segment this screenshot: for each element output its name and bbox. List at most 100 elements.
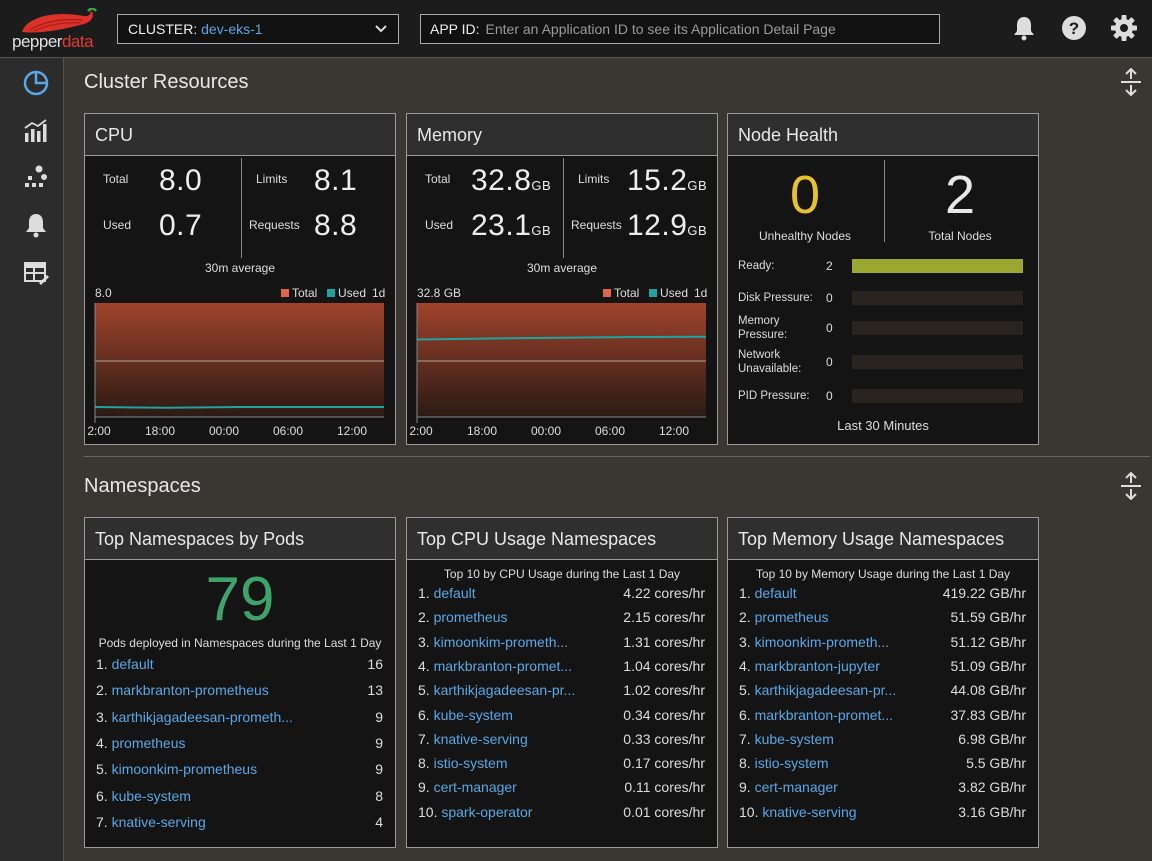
legend-range-label[interactable]: 1d <box>694 286 707 300</box>
list-item[interactable]: 2. prometheus 2.15 cores/hr <box>418 609 705 629</box>
namespace-link[interactable]: markbranton-promet... <box>433 657 573 674</box>
list-item-rank: 10. <box>739 803 759 820</box>
namespace-link[interactable]: default <box>433 585 476 601</box>
alerts-bell-icon[interactable] <box>22 211 50 239</box>
list-item[interactable]: 4. markbranton-jupyter 51.09 GB/hr <box>739 658 1026 678</box>
cpu-total-value: 8.0 <box>159 164 203 197</box>
collapse-section-icon[interactable] <box>1119 68 1143 96</box>
bell-icon[interactable] <box>1010 14 1038 42</box>
legend-total-label[interactable]: Total <box>292 286 317 300</box>
namespace-link[interactable]: knative-serving <box>111 813 206 830</box>
list-item[interactable]: 7. kube-system 6.98 GB/hr <box>739 731 1026 751</box>
list-item[interactable]: 8. istio-system 5.5 GB/hr <box>739 755 1026 775</box>
help-icon[interactable]: ? <box>1060 14 1088 42</box>
list-item[interactable]: 1. default 419.22 GB/hr <box>739 585 1026 605</box>
y-max-label: 8.0 <box>95 286 112 300</box>
app-id-input[interactable] <box>485 21 930 37</box>
list-item-value: 8 <box>375 787 383 804</box>
namespace-link[interactable]: markbranton-promet... <box>754 706 894 723</box>
namespace-link[interactable]: prometheus <box>433 609 508 626</box>
list-item[interactable]: 6. markbranton-promet... 37.83 GB/hr <box>739 707 1026 727</box>
namespace-link[interactable]: kimoonkim-prometh... <box>433 633 569 650</box>
list-item-rank: 5. <box>739 682 751 699</box>
list-item[interactable]: 3. kimoonkim-prometh... 51.12 GB/hr <box>739 634 1026 654</box>
namespace-link[interactable]: knative-serving <box>762 803 857 820</box>
list-item[interactable]: 3. kimoonkim-prometh... 1.31 cores/hr <box>418 634 705 654</box>
list-item[interactable]: 1. default 16 <box>96 656 383 676</box>
list-item[interactable]: 4. prometheus 9 <box>96 735 383 755</box>
namespace-link[interactable]: karthikjagadeesan-prometh... <box>111 708 293 725</box>
table-edit-icon[interactable] <box>22 259 50 287</box>
list-item-value: 16 <box>367 656 383 672</box>
list-item[interactable]: 5. karthikjagadeesan-pr... 44.08 GB/hr <box>739 682 1026 702</box>
namespace-link[interactable]: default <box>111 656 154 672</box>
y-max-label: 32.8 GB <box>417 286 461 300</box>
namespace-link[interactable]: prometheus <box>754 609 829 626</box>
list-item[interactable]: 10. knative-serving 3.16 GB/hr <box>739 804 1026 824</box>
legend-range-label[interactable]: 1d <box>372 286 385 300</box>
namespace-link[interactable]: markbranton-jupyter <box>754 657 880 674</box>
list-item-name: 2. prometheus <box>739 609 829 629</box>
namespace-link[interactable]: istio-system <box>433 755 508 772</box>
node-condition-label: Network Unavailable: <box>738 349 802 375</box>
list-item-rank: 8. <box>418 755 430 772</box>
namespace-link[interactable]: kube-system <box>433 706 513 723</box>
node-condition-bar-fill <box>852 259 1023 273</box>
namespace-link[interactable]: kube-system <box>754 730 834 747</box>
collapse-namespaces-icon[interactable] <box>1119 472 1143 500</box>
cpu-ns-subtitle: Top 10 by CPU Usage during the Last 1 Da… <box>443 567 681 581</box>
namespace-link[interactable]: kube-system <box>111 787 191 804</box>
list-item-rank: 3. <box>739 633 751 650</box>
namespace-link[interactable]: karthikjagadeesan-pr... <box>433 682 576 699</box>
namespace-link[interactable]: istio-system <box>754 755 829 772</box>
cluster-nodes-icon[interactable] <box>22 163 50 191</box>
node-condition-value: 0 <box>826 355 833 369</box>
list-item-rank: 9. <box>739 779 751 796</box>
top-cpu-title: Top CPU Usage Namespaces <box>407 518 717 560</box>
cluster-selector[interactable]: CLUSTER: dev-eks-1 <box>117 14 399 44</box>
list-item[interactable]: 7. knative-serving 4 <box>96 814 383 834</box>
list-item[interactable]: 1. default 4.22 cores/hr <box>418 585 705 605</box>
list-item[interactable]: 4. markbranton-promet... 1.04 cores/hr <box>418 658 705 678</box>
cluster-label: CLUSTER: <box>128 21 198 37</box>
list-item[interactable]: 9. cert-manager 3.82 GB/hr <box>739 779 1026 799</box>
legend-total-label[interactable]: Total <box>614 286 639 300</box>
list-item-value: 51.12 GB/hr <box>950 633 1027 650</box>
legend-used-label[interactable]: Used <box>660 286 688 300</box>
list-item[interactable]: 7. knative-serving 0.33 cores/hr <box>418 731 705 751</box>
namespace-link[interactable]: spark-operator <box>441 803 533 820</box>
pepperdata-logo[interactable]: pepperdata <box>12 7 102 52</box>
pie-chart-icon[interactable] <box>22 69 50 97</box>
cpu-used-label: Used <box>103 218 132 232</box>
list-item[interactable]: 8. istio-system 0.17 cores/hr <box>418 755 705 775</box>
top-cpu-panel: Top CPU Usage Namespaces Top 10 by CPU U… <box>406 517 718 848</box>
namespace-link[interactable]: kimoonkim-prometh... <box>754 633 890 650</box>
list-item[interactable]: 2. markbranton-prometheus 13 <box>96 682 383 702</box>
list-item-rank: 9. <box>418 779 430 796</box>
list-item[interactable]: 3. karthikjagadeesan-prometh... 9 <box>96 709 383 729</box>
list-item[interactable]: 10. spark-operator 0.01 cores/hr <box>418 804 705 824</box>
list-item-rank: 7. <box>96 813 108 830</box>
list-item[interactable]: 9. cert-manager 0.11 cores/hr <box>418 779 705 799</box>
namespace-link[interactable]: kimoonkim-prometheus <box>111 761 258 778</box>
namespace-link[interactable]: cert-manager <box>754 779 838 796</box>
list-item[interactable]: 5. karthikjagadeesan-pr... 1.02 cores/hr <box>418 682 705 702</box>
mem-total-label: Total <box>425 172 451 186</box>
namespace-link[interactable]: cert-manager <box>433 779 517 796</box>
app-id-field[interactable]: APP ID: <box>420 14 940 44</box>
list-item[interactable]: 5. kimoonkim-prometheus 9 <box>96 761 383 781</box>
cpu-panel-title: CPU <box>85 114 395 156</box>
namespace-link[interactable]: prometheus <box>111 734 186 751</box>
namespace-link[interactable]: markbranton-prometheus <box>111 682 269 699</box>
namespace-link[interactable]: knative-serving <box>433 730 528 747</box>
total-nodes-count: 2 <box>944 165 976 225</box>
list-item[interactable]: 2. prometheus 51.59 GB/hr <box>739 609 1026 629</box>
list-item[interactable]: 6. kube-system 0.34 cores/hr <box>418 707 705 727</box>
namespace-link[interactable]: karthikjagadeesan-pr... <box>754 682 897 699</box>
bar-chart-icon[interactable] <box>22 117 50 145</box>
gear-icon[interactable] <box>1110 14 1138 42</box>
namespace-link[interactable]: default <box>754 585 797 601</box>
legend-used-label[interactable]: Used <box>338 286 366 300</box>
list-item-value: 2.15 cores/hr <box>623 609 705 626</box>
list-item[interactable]: 6. kube-system 8 <box>96 788 383 808</box>
